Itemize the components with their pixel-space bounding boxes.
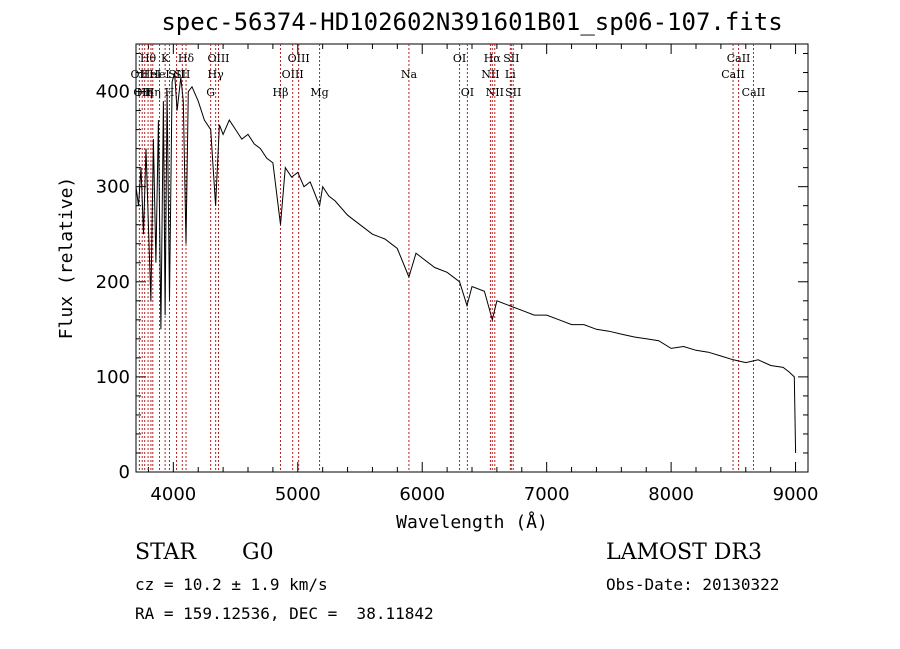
object-subclass: G0	[242, 540, 274, 565]
spectral-line-label: Hβ	[273, 86, 289, 99]
spectral-line-label: K	[161, 52, 170, 65]
y-tick-label: 0	[119, 462, 130, 483]
spectral-line-label: SII	[505, 86, 521, 99]
spectral-line-label: HeI	[149, 68, 169, 81]
spectral-line-label: Na	[401, 68, 418, 81]
spectral-line-label: G	[206, 86, 215, 99]
spectral-line-label: NII	[481, 68, 499, 81]
y-axis-label: Flux (relative)	[56, 177, 77, 340]
spectral-line-label: Hγ	[208, 68, 225, 81]
spectral-line-label: Hθ	[140, 52, 157, 65]
spectrum-line	[135, 72, 797, 454]
spectral-line-label: NII	[486, 86, 504, 99]
spectral-line-label: H	[165, 86, 175, 99]
survey-name: LAMOST DR3	[606, 540, 762, 565]
spectral-line-label: CaII	[742, 86, 766, 99]
spectral-line-label: Mg	[310, 86, 328, 99]
object-class: STAR	[135, 540, 196, 565]
x-tick-label: 8000	[648, 484, 694, 505]
spectral-line-label: Hη	[145, 86, 161, 99]
plot-frame	[135, 43, 809, 473]
spectral-line-label: OI	[461, 86, 474, 99]
spectral-line-label: OIII	[207, 52, 229, 65]
y-tick-label: 100	[96, 367, 130, 388]
coordinates-readout: RA = 159.12536, DEC = 38.11842	[135, 604, 434, 623]
x-tick-label: 4000	[150, 484, 196, 505]
spectral-line-label: Li	[505, 68, 516, 81]
x-axis-label: Wavelength (Å)	[396, 511, 548, 533]
x-tick-label: 7000	[524, 484, 570, 505]
spectral-line-label: CaII	[721, 68, 745, 81]
spectral-line-label: OI	[453, 52, 466, 65]
x-tick-label: 5000	[275, 484, 321, 505]
x-tick-label: 6000	[399, 484, 445, 505]
chart-title: spec-56374-HD102602N391601B01_sp06-107.f…	[161, 8, 782, 36]
x-tick-label: 9000	[773, 484, 819, 505]
spectral-line-label: SII	[174, 68, 190, 81]
spectral-line-label: OII	[133, 86, 151, 99]
y-tick-label: 200	[96, 272, 130, 293]
spectral-line-label: Hη	[137, 86, 153, 99]
spectral-line-label: HeI	[141, 68, 161, 81]
observation-date: Obs-Date: 20130322	[606, 575, 780, 594]
spectral-line-label: Hα	[484, 52, 502, 65]
spectral-line-label: Hδ	[178, 52, 195, 65]
spectral-line-label: OIII	[288, 52, 310, 65]
spectral-line-label: OIII	[282, 68, 304, 81]
y-tick-label: 400	[96, 82, 130, 103]
y-tick-label: 300	[96, 177, 130, 198]
spectral-line-label: SII	[168, 68, 184, 81]
spectrum-chart: spec-56374-HD102602N391601B01_sp06-107.f…	[56, 8, 819, 533]
redshift-readout: cz = 10.2 ± 1.9 km/s	[135, 575, 328, 594]
spectral-line-label: CaII	[727, 52, 751, 65]
spectral-line-label: SII	[503, 52, 519, 65]
spectral-line-label: OII	[131, 68, 149, 81]
